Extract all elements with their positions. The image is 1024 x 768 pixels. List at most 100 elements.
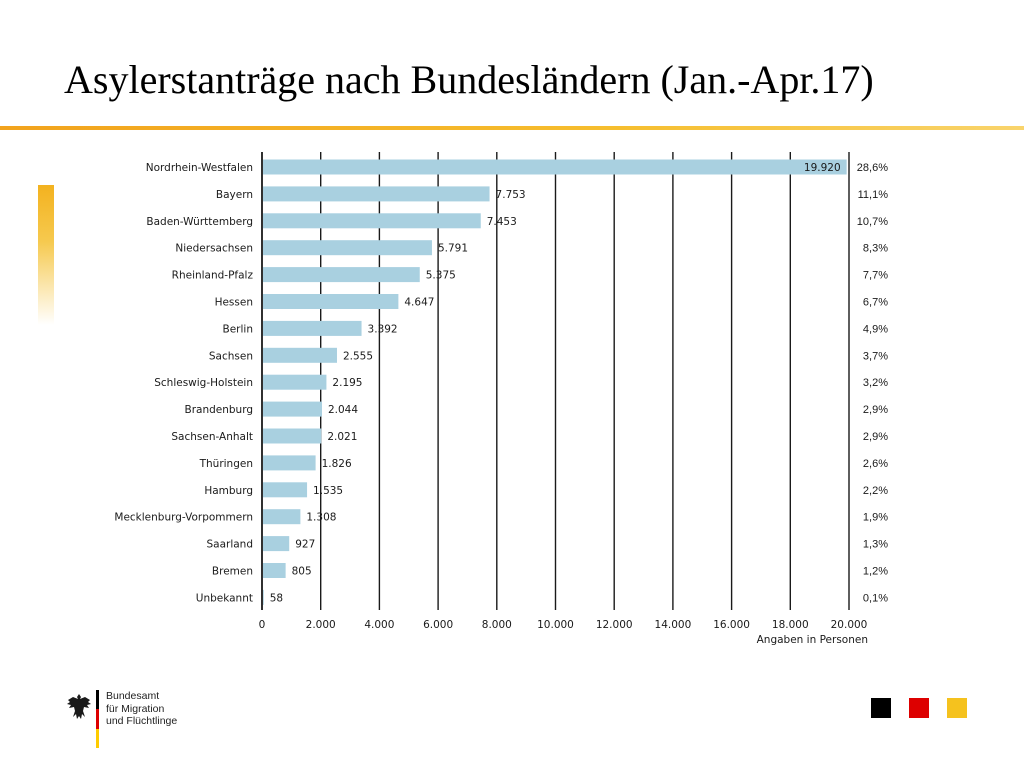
category-label: Thüringen [199,458,253,470]
value-label: 58 [270,592,283,604]
value-label: 3.392 [368,323,398,335]
value-label: 4.647 [404,297,434,309]
bar [263,267,420,283]
category-labels: Nordrhein-Westfalen Bayern Baden-Württembe… [114,162,253,604]
percentage-label: 3,2% [863,377,888,389]
bar [263,294,399,309]
eagle-icon [67,694,91,719]
value-label: 2.044 [328,404,358,416]
bar [263,563,286,578]
bar [263,347,337,363]
german-flag-stripe [96,690,99,748]
x-tick-label: 2.000 [306,619,336,631]
percentage-label: 8,3% [863,243,888,255]
category-label: Hessen [215,297,253,309]
percentage-label: 3,7% [863,350,888,362]
value-label: 5.375 [426,270,456,282]
bar [263,536,290,552]
logo-line: Bundesamt [106,690,160,702]
bar [263,320,362,336]
category-label: Rheinland-Pfalz [172,270,254,282]
x-tick-label: 0 [259,619,266,631]
grid-lines [261,152,850,610]
value-label: 5.791 [438,243,468,255]
percentage-label: 2,2% [863,485,888,497]
title-underline [0,126,1024,130]
percentage-label: 28,6% [857,162,888,174]
x-tick-labels: 0 2.000 4.000 6.000 8.000 10.000 12.000 14.000 1… [259,619,868,631]
category-label: Baden-Württemberg [146,216,253,228]
value-label: 927 [295,539,315,551]
bar [263,374,327,390]
bar [263,213,481,229]
percentage-label: 11,1% [858,189,889,201]
category-label: Mecklenburg-Vorpommern [114,512,253,524]
logo-text: Bundesamt für Migration und Flüchtlinge [106,690,177,728]
bamf-logo: Bundesamt für Migration und Flüchtlinge [66,690,206,750]
x-tick-label: 10.000 [537,619,574,631]
category-label: Schleswig-Holstein [154,377,253,389]
x-tick-label: 4.000 [364,619,394,631]
percentage-label: 7,7% [863,270,888,282]
category-label: Sachsen [209,350,253,362]
bar [263,589,264,605]
black-square [871,698,891,718]
x-tick-label: 18.000 [772,619,809,631]
bar [263,509,301,525]
percentage-label: 1,3% [863,539,888,551]
bar [263,428,322,444]
category-label: Unbekannt [196,592,253,604]
percentage-label: 2,6% [863,458,888,470]
value-label: 1.535 [313,485,343,497]
x-tick-label: 14.000 [655,619,692,631]
bar [263,401,322,417]
percentage-label: 0,1% [863,592,888,604]
category-label: Bremen [212,566,253,578]
category-label: Nordrhein-Westfalen [146,162,253,174]
percentage-label: 10,7% [857,216,888,228]
x-tick-label: 8.000 [482,619,512,631]
bar [263,186,490,202]
value-label: 1.308 [306,512,336,524]
value-label: 2.195 [332,377,362,389]
slide-title: Asylerstanträge nach Bundesländern (Jan.… [64,57,874,102]
value-label: 1.826 [322,458,352,470]
value-label: 19.920 [804,162,841,174]
x-tick-label: 20.000 [831,619,868,631]
percentage-label: 4,9% [863,323,888,335]
category-label: Bayern [216,189,253,201]
category-label: Sachsen-Anhalt [171,431,253,443]
value-label: 7.753 [496,189,526,201]
side-accent-bar [38,185,54,325]
value-labels: 19.920 7.753 7.453 5.791 5.375 4.647 3.392 2.55… [270,162,841,604]
category-label: Hamburg [204,485,253,497]
percentage-label: 2,9% [863,404,888,416]
bars [263,159,847,605]
logo-line: für Migration [106,702,165,715]
bar [263,455,316,471]
gold-square [947,698,967,718]
value-label: 7.453 [487,216,517,228]
red-square [909,698,929,718]
bar [263,159,847,175]
value-label: 2.021 [327,431,357,443]
x-axis-label: Angaben in Personen [757,634,868,646]
category-label: Saarland [206,539,253,551]
percentage-label: 1,2% [863,566,888,578]
category-label: Niedersachsen [175,243,253,255]
logo-line: und Flüchtlinge [106,715,178,727]
percentage-label: 6,7% [863,297,888,309]
value-label: 2.555 [343,350,373,362]
percentage-label: 1,9% [863,512,888,524]
percentage-labels: 28,6% 11,1% 10,7% 8,3% 7,7% 6,7% 4,9% 3,7% 3,2% 2… [857,162,888,604]
value-label: 805 [292,566,312,578]
percentage-label: 2,9% [863,431,888,443]
category-label: Brandenburg [184,404,253,416]
x-tick-label: 12.000 [596,619,633,631]
bar [263,482,308,498]
bar [263,240,432,256]
category-label: Berlin [223,323,253,335]
x-tick-label: 16.000 [713,619,750,631]
x-tick-label: 6.000 [423,619,453,631]
